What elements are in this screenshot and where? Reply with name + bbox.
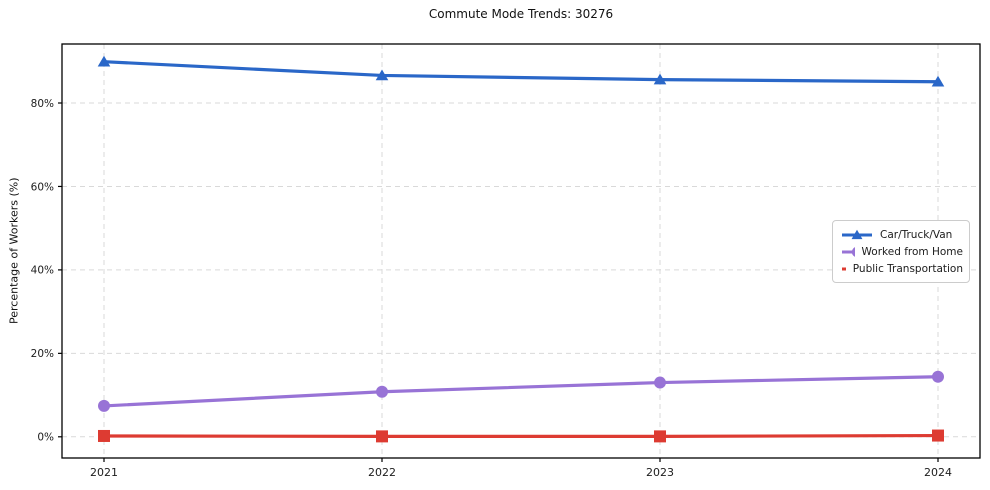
square-marker-icon (932, 429, 944, 442)
y-tick-label: 60% (31, 181, 54, 193)
series-line-public-transportation (102, 433, 940, 438)
x-tick-label: 2023 (646, 466, 674, 479)
legend-item: Car/Truck/Van (841, 226, 963, 243)
legend-square-swatch-icon (842, 267, 846, 270)
triangle-marker-icon (851, 229, 863, 239)
legend-triangle-swatch-icon (842, 229, 872, 239)
triangle-marker-icon (931, 75, 945, 87)
y-tick-label: 80% (31, 98, 54, 110)
square-marker-icon (654, 430, 666, 443)
legend-label: Car/Truck/Van (880, 228, 953, 241)
x-tick-label: 2024 (924, 466, 952, 479)
triangle-marker-icon (375, 69, 389, 81)
square-marker-icon (98, 429, 110, 442)
triangle-marker-icon (97, 55, 111, 67)
square-marker-icon (376, 430, 388, 443)
y-tick-label: 0% (37, 432, 54, 444)
x-tick-label: 2021 (90, 466, 118, 479)
legend-label: Public Transportation (852, 262, 963, 275)
circle-marker-icon (98, 399, 110, 412)
legend-item: Public Transportation (841, 260, 963, 277)
x-tick-label: 2022 (368, 466, 396, 479)
legend: Car/Truck/Van Worked from Home Public Tran… (832, 220, 970, 283)
series-line-car-truck-van (102, 60, 940, 84)
series-line-worked-from-home (102, 375, 940, 408)
circle-marker-icon (932, 370, 944, 383)
circle-marker-icon (376, 385, 388, 398)
axes-frame (61, 43, 981, 459)
legend-label: Worked from Home (861, 245, 963, 258)
y-tick-label: 20% (31, 348, 54, 360)
circle-marker-icon (851, 246, 855, 257)
triangle-marker-icon (653, 73, 667, 85)
legend-circle-swatch-icon (842, 246, 855, 257)
chart-title: Commute Mode Trends: 30276 (428, 7, 614, 21)
y-tick-label: 40% (31, 265, 54, 277)
legend-item: Worked from Home (841, 243, 963, 260)
circle-marker-icon (654, 376, 666, 389)
